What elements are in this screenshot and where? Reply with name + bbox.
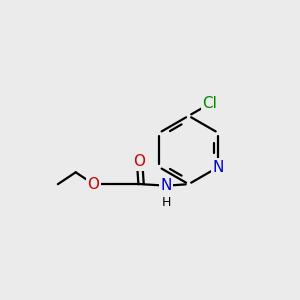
Text: O: O bbox=[88, 177, 100, 192]
Text: N: N bbox=[213, 160, 224, 175]
Text: N: N bbox=[161, 178, 172, 193]
Text: Cl: Cl bbox=[202, 96, 217, 111]
Text: O: O bbox=[134, 154, 146, 169]
Text: H: H bbox=[162, 196, 171, 208]
